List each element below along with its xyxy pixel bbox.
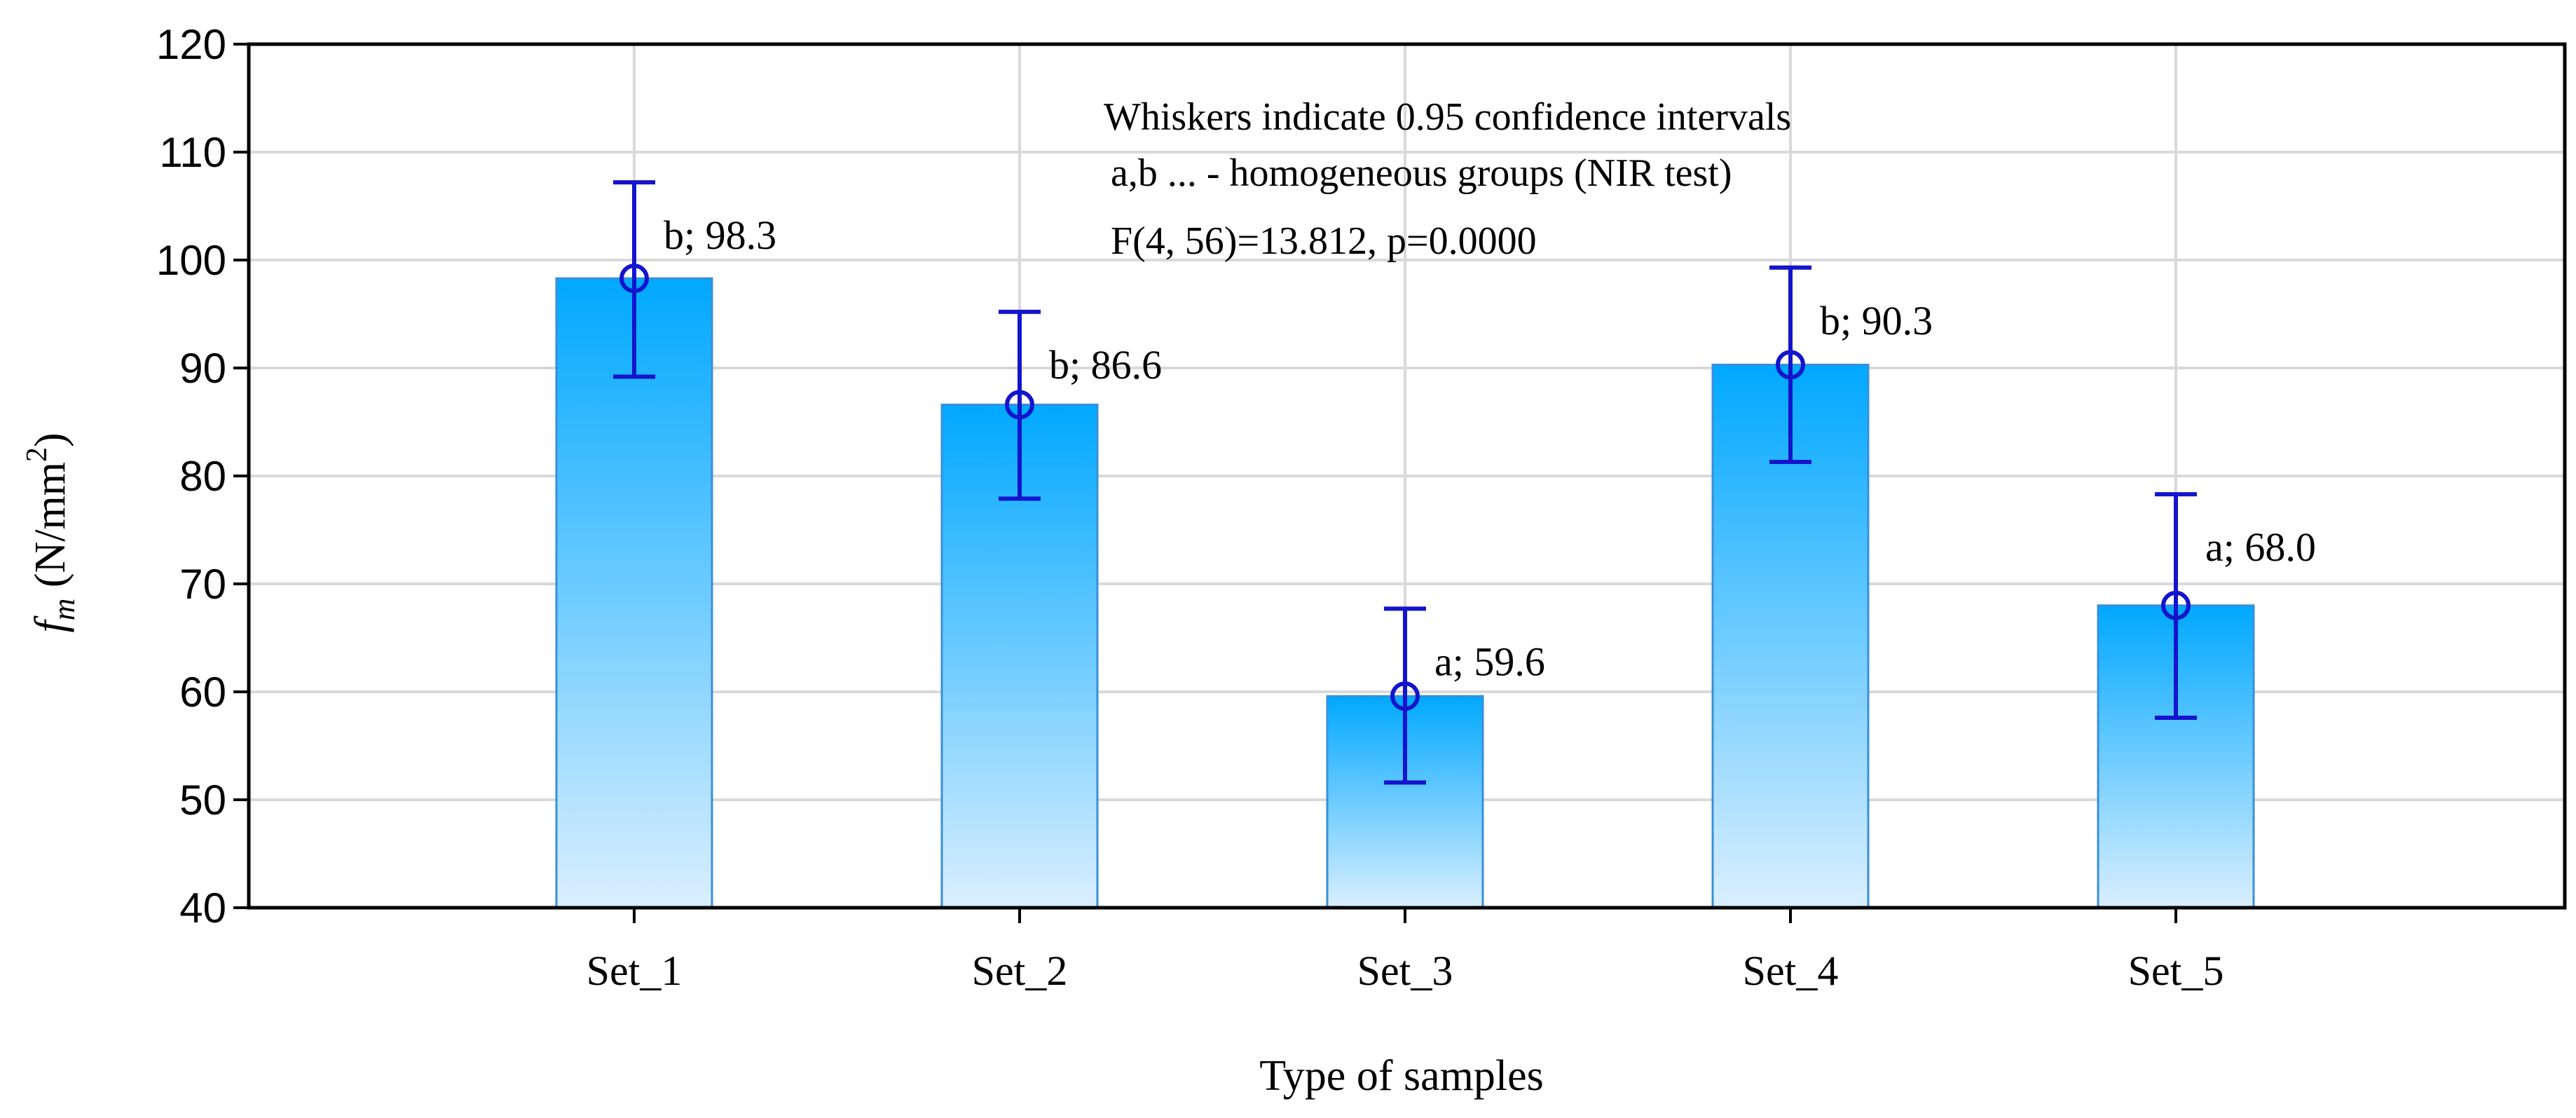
y-tick-label: 80	[179, 453, 226, 500]
annotation-groups: a,b ... - homogeneous groups (NIR test)	[1111, 151, 1732, 195]
data-label: a; 59.6	[1434, 639, 1545, 684]
x-tick-label: Set_3	[1357, 948, 1453, 994]
x-tick-labels: Set_1 Set_2 Set_3 Set_4 Set_5	[587, 948, 2224, 994]
data-labels: b; 98.3 b; 86.6 a; 59.6 b; 90.3 a; 68.0	[664, 212, 2316, 684]
axes	[233, 42, 2567, 923]
data-label: b; 90.3	[1820, 298, 1933, 343]
x-tick-label: Set_2	[972, 948, 1068, 994]
annotation-whiskers: Whiskers indicate 0.95 confidence interv…	[1104, 95, 1791, 139]
y-tick-label: 90	[179, 345, 226, 392]
y-tick-label: 100	[156, 237, 226, 284]
annotation-anova: F(4, 56)=13.812, p=0.0000	[1111, 219, 1537, 263]
error-bars	[613, 180, 2197, 785]
y-axis-subscript: m	[47, 599, 81, 621]
y-tick-label: 40	[179, 885, 226, 932]
x-axis-title: Type of samples	[1259, 1052, 1543, 1100]
y-tick-label: 70	[179, 561, 226, 608]
y-tick-label: 60	[179, 669, 226, 716]
y-axis-unit-close: )	[27, 432, 74, 447]
y-axis-unit-sup: 2	[21, 447, 53, 462]
mean-marker	[1776, 350, 1805, 380]
bar-set-1	[555, 277, 713, 909]
y-tick-label: 120	[156, 21, 226, 68]
y-tick-labels: 40 50 60 70 80 90 100 110 120	[156, 21, 226, 932]
mean-marker	[619, 264, 649, 294]
x-tick-label: Set_1	[587, 948, 683, 994]
mean-marker	[1005, 390, 1034, 420]
plot-frame	[247, 42, 2567, 910]
data-label: a; 68.0	[2205, 524, 2316, 570]
mean-marker	[2161, 590, 2191, 620]
y-tick-label: 50	[179, 777, 226, 824]
y-axis-title: fm (N/mm2)	[21, 432, 81, 632]
y-tick-label: 110	[159, 129, 226, 176]
y-axis-unit: (N/mm	[27, 462, 74, 599]
data-label: b; 86.6	[1049, 342, 1162, 388]
mean-marker	[1390, 681, 1420, 711]
x-tick-label: Set_5	[2128, 948, 2224, 994]
x-tick-label: Set_4	[1743, 948, 1839, 994]
data-label: b; 98.3	[664, 212, 776, 258]
